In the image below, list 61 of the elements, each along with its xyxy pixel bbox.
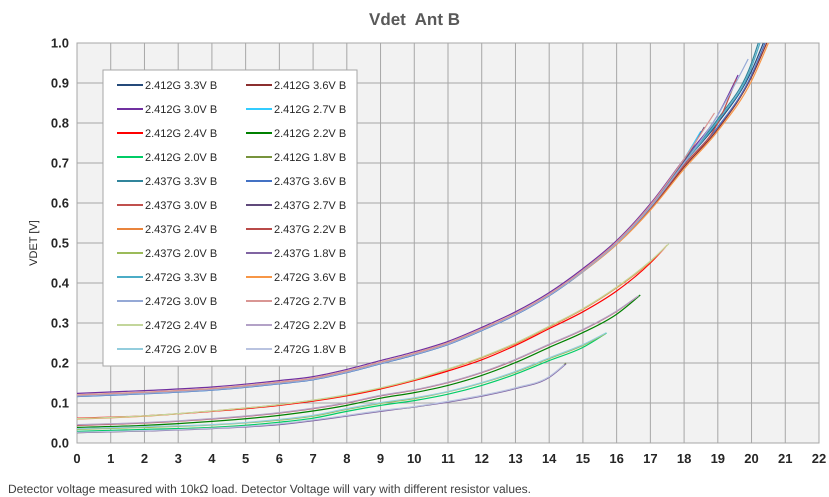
- y-tick-label: 0.8: [50, 116, 69, 130]
- legend-label: 2.412G 2.7V B: [274, 104, 346, 116]
- x-tick-label: 15: [576, 451, 590, 466]
- legend-label: 2.437G 2.7V B: [274, 200, 346, 212]
- x-tick-label: 14: [542, 451, 558, 466]
- legend-label: 2.472G 1.8V B: [274, 344, 346, 356]
- y-tick-label: 0.2: [50, 356, 69, 370]
- legend-label: 2.412G 2.0V B: [145, 152, 218, 164]
- legend-label: 2.472G 2.7V B: [274, 296, 346, 308]
- x-tick-label: 10: [407, 451, 422, 466]
- text: Detector voltage measured with 10kΩ load. Detector Voltage will vary with different resistor values.: [8, 482, 531, 496]
- legend-label: 2.412G 2.2V B: [274, 128, 346, 140]
- x-tick-label: 1: [107, 451, 114, 466]
- y-axis-title: VDET [V]: [28, 220, 40, 266]
- x-tick-label: 19: [710, 451, 726, 466]
- x-tick-label: 3: [174, 451, 182, 466]
- legend-label: 2.437G 1.8V B: [274, 248, 346, 260]
- legend-label: 2.437G 2.4V B: [145, 224, 218, 236]
- x-tick-label: 11: [441, 451, 455, 466]
- legend-label: 2.472G 2.4V B: [145, 320, 218, 332]
- legend-label: 2.412G 1.8V B: [274, 152, 346, 164]
- x-tick-label: 0: [73, 451, 81, 466]
- legend-label: 2.437G 3.0V B: [145, 200, 218, 212]
- x-tick-label: 6: [276, 451, 283, 466]
- legend-label: 2.437G 2.2V B: [274, 224, 346, 236]
- x-tick-label: 17: [643, 451, 658, 466]
- legend-label: 2.412G 3.0V B: [145, 104, 218, 116]
- x-tick-label: 4: [208, 451, 216, 466]
- y-tick-label: 0.5: [50, 236, 69, 250]
- x-tick-label: 12: [474, 451, 489, 466]
- y-tick-label: 0.0: [50, 436, 69, 450]
- x-tick-label: 22: [812, 451, 826, 466]
- y-tick-label: 0.1: [50, 396, 69, 410]
- y-tick-label: 0.4: [50, 276, 70, 290]
- y-tick-label: 0.3: [50, 316, 69, 330]
- chart-title: Vdet Ant B: [369, 10, 460, 29]
- x-tick-label: 7: [309, 451, 317, 466]
- legend-label: 2.472G 2.0V B: [145, 344, 218, 356]
- legend-label: 2.412G 3.3V B: [145, 80, 218, 92]
- legend-label: 2.412G 2.4V B: [145, 128, 218, 140]
- x-tick-label: 13: [508, 451, 523, 466]
- x-tick-label: 8: [343, 451, 350, 466]
- legend-label: 2.472G 2.2V B: [274, 320, 346, 332]
- x-tick-label: 5: [242, 451, 250, 466]
- legend-label: 2.437G 2.0V B: [145, 248, 218, 260]
- x-tick-label: 21: [778, 451, 793, 466]
- x-tick-label: 9: [376, 451, 384, 466]
- legend-label: 2.472G 3.0V B: [145, 296, 218, 308]
- y-tick-label: 0.7: [50, 156, 69, 170]
- legend-label: 2.472G 3.6V B: [274, 272, 346, 284]
- y-tick-label: 1.0: [50, 36, 69, 50]
- legend-label: 2.437G 3.3V B: [145, 176, 218, 188]
- y-tick-label: 0.6: [50, 196, 69, 210]
- legend-label: 2.412G 3.6V B: [274, 80, 346, 92]
- legend-label: 2.472G 3.3V B: [145, 272, 218, 284]
- x-tick-label: 18: [676, 451, 692, 466]
- x-tick-label: 20: [744, 451, 759, 466]
- legend-label: 2.437G 3.6V B: [274, 176, 346, 188]
- x-tick-label: 16: [609, 451, 624, 466]
- x-tick-label: 2: [140, 451, 148, 466]
- y-tick-label: 0.9: [50, 76, 69, 90]
